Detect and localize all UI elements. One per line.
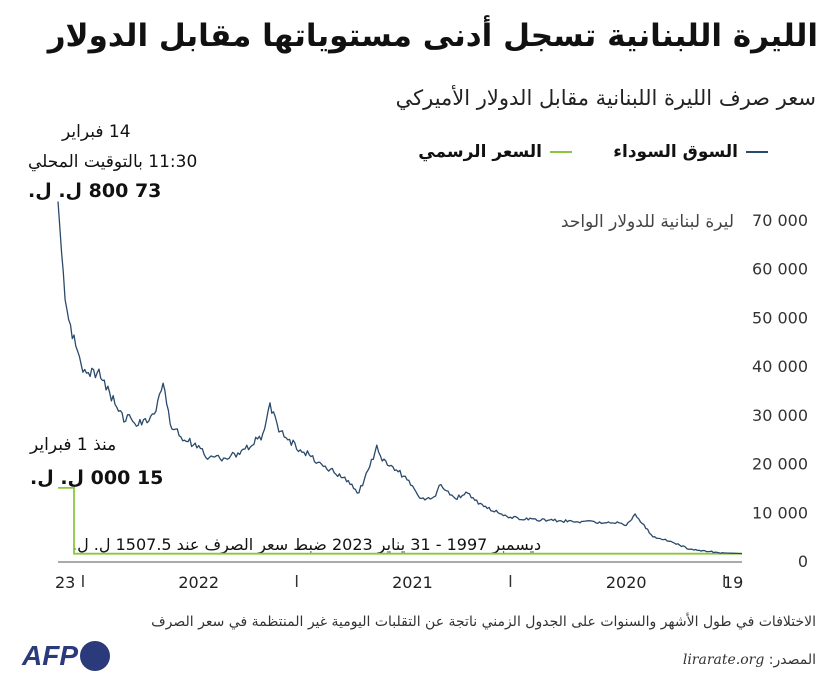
y-tick-label: 60 000 xyxy=(752,260,808,279)
series-black-market-line xyxy=(57,201,743,555)
y-tick-label: 70 000 xyxy=(752,211,808,230)
x-tick-label: 19 xyxy=(723,573,743,592)
x-tick-label: 2020 xyxy=(606,573,647,592)
peak-value-label: 73 800 ل. ل. xyxy=(28,180,162,202)
x-tick-label: 2022 xyxy=(178,573,219,592)
official-old-note: ديسمبر 1997 - 31 يناير 2023 ضبط سعر الصر… xyxy=(72,535,542,554)
legend-black-market: السوق السوداء xyxy=(613,142,768,162)
source-site[interactable]: lirarate.org xyxy=(682,652,765,668)
x-axis: 19 2020 2021 2022 23 xyxy=(55,561,743,592)
y-tick-label: 30 000 xyxy=(752,406,808,425)
legend-official: السعر الرسمي xyxy=(418,142,572,162)
afp-logo: AFP xyxy=(22,640,110,672)
page-title: الليرة اللبنانية تسجل أدنى مستوياتها مقا… xyxy=(47,18,818,54)
y-tick-label: 20 000 xyxy=(752,455,808,474)
series-layer xyxy=(57,201,743,555)
y-axis-ticks: 0 10 000 20 000 30 000 40 000 50 000 60 000 70 … xyxy=(752,211,808,571)
chart-subtitle: سعر صرف الليرة اللبنانية مقابل الدولار ا… xyxy=(395,86,816,110)
legend-official-label: السعر الرسمي xyxy=(418,142,542,162)
source-label: المصدر: xyxy=(768,652,816,668)
y-tick-label: 40 000 xyxy=(752,357,808,376)
official-new-value-label: 15 000 ل. ل. xyxy=(30,467,164,489)
y-tick-label: 0 xyxy=(798,552,808,571)
legend-official-swatch xyxy=(550,151,572,153)
x-tick-label: 2021 xyxy=(392,573,433,592)
y-tick-label: 50 000 xyxy=(752,308,808,327)
legend-black-market-label: السوق السوداء xyxy=(613,142,738,162)
footnote: الاختلافات في طول الأشهر والسنوات على ال… xyxy=(151,614,816,630)
x-tick-label: 23 xyxy=(55,573,75,592)
legend-black-market-swatch xyxy=(746,151,768,153)
y-axis-unit-label: ليرة لبنانية للدولار الواحد xyxy=(560,212,734,232)
peak-time-label: 11:30 بالتوقيت المحلي xyxy=(28,152,198,172)
source-line: المصدر: lirarate.org xyxy=(683,652,816,668)
afp-logo-text: AFP xyxy=(22,640,78,671)
official-since-label: منذ 1 فبراير xyxy=(30,435,117,455)
afp-logo-dot xyxy=(80,641,110,671)
series-official-line xyxy=(58,486,742,555)
peak-date-label: 14 فبراير xyxy=(62,122,131,142)
y-tick-label: 10 000 xyxy=(752,503,808,522)
